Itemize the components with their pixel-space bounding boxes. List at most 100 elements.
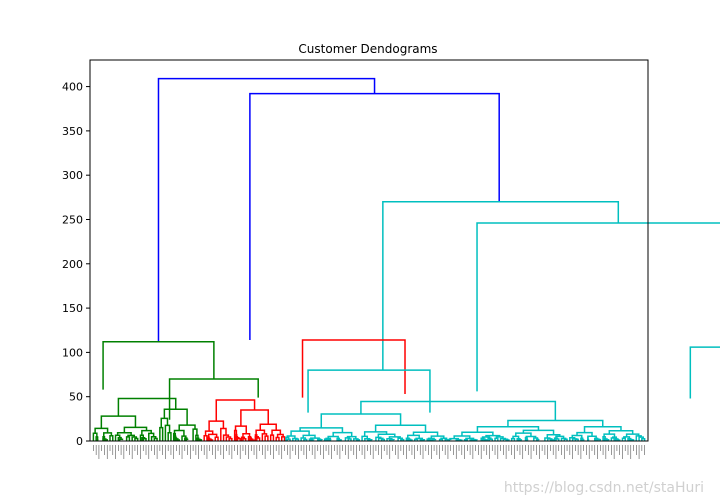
dendrogram-link: [184, 437, 188, 441]
dendrogram-link: [510, 437, 516, 441]
dendrogram-link: [249, 92, 500, 340]
dendrogram-link: [307, 369, 431, 413]
dendrogram-link: [264, 435, 269, 441]
y-tick-label: 200: [62, 258, 83, 271]
dendrogram-link: [203, 434, 208, 441]
dendrogram-link: [292, 437, 298, 441]
dendrogram-link: [638, 436, 644, 441]
dendrogram-link: [480, 437, 485, 441]
dendrogram-link: [242, 438, 247, 441]
dendrogram-link: [507, 419, 604, 427]
dendrogram-link: [280, 436, 286, 441]
dendrogram-link: [587, 435, 597, 439]
y-tick-label: 0: [76, 435, 83, 448]
dendrogram-links: [92, 77, 720, 441]
dendrogram-link: [583, 426, 622, 433]
dendrogram-link: [117, 397, 177, 417]
dendrogram-link: [254, 434, 258, 441]
dendrogram-link: [571, 438, 578, 441]
dendrogram-link: [465, 437, 475, 440]
y-tick-label: 400: [62, 81, 83, 94]
dendrogram-link: [220, 427, 227, 441]
dendrogram-link: [544, 437, 551, 441]
dendrogram-link: [290, 430, 310, 437]
dendrogram-link: [196, 437, 200, 441]
dendrogram-link: [240, 436, 246, 441]
dendrogram-link: [488, 438, 494, 441]
dendrogram-link: [164, 424, 171, 441]
dendrogram-link: [228, 437, 233, 441]
dendrogram-link: [407, 438, 412, 441]
y-tick-label: 300: [62, 169, 83, 182]
y-tick-label: 150: [62, 302, 83, 315]
dendrogram-link: [172, 432, 177, 441]
y-tick-label: 350: [62, 125, 83, 138]
dendrogram-link: [344, 437, 351, 441]
dendrogram-link: [271, 429, 282, 436]
dendrogram-link: [247, 436, 252, 441]
dendrogram-link: [603, 433, 616, 438]
dendrogram-link: [612, 436, 617, 439]
dendrogram-link: [336, 437, 340, 441]
dendrogram-link: [301, 339, 406, 398]
dendrogram-link: [300, 437, 307, 441]
chart-title: Customer Dendograms: [298, 42, 437, 56]
dendrogram-link: [167, 431, 172, 441]
dendrogram-link: [160, 417, 169, 428]
dendrogram-link: [215, 399, 256, 422]
dendrogram-link: [116, 432, 132, 436]
dendrogram-link: [103, 439, 108, 441]
leaf-labels: [93, 445, 645, 459]
dendrogram-link: [235, 433, 238, 441]
dendrogram-link: [310, 437, 320, 440]
dendrogram-link: [571, 434, 583, 439]
dendrogram-link: [517, 439, 523, 441]
dendrogram-link: [382, 201, 620, 371]
dendrogram-link: [208, 420, 225, 432]
dendrogram-link: [302, 434, 316, 439]
dendrogram-link: [374, 424, 427, 433]
dendrogram-link: [546, 434, 561, 438]
dendrogram-link: [332, 431, 353, 437]
y-axis: 0 50 100 150 200 250 300 350 400: [62, 81, 90, 448]
dendrogram-link: [487, 437, 492, 441]
dendrogram-link: [242, 433, 251, 438]
dendrogram-link: [377, 437, 384, 441]
dendrogram-link: [259, 423, 277, 431]
dendrogram-link: [400, 438, 405, 441]
dendrogram-link: [207, 433, 218, 438]
dendrogram-link: [563, 438, 568, 441]
dendrogram-link: [109, 434, 114, 441]
dendrogram-link: [380, 438, 385, 441]
dendrogram-link: [495, 436, 504, 439]
dendrogram-link: [317, 438, 322, 441]
dendrogram-link: [178, 424, 196, 431]
dendrogram-link: [419, 438, 426, 441]
dendrogram-link: [499, 437, 507, 441]
dendrogram-link: [364, 438, 371, 441]
dendrogram-link: [346, 435, 357, 439]
dendrogram-link: [269, 434, 275, 441]
dendrogram-link: [481, 436, 491, 439]
dendrogram-link: [360, 400, 557, 421]
dendrogram-link: [123, 426, 148, 433]
dendrogram-link: [361, 435, 369, 441]
dendrogram-link: [234, 425, 248, 434]
dendrogram-link: [602, 436, 606, 441]
dendrogram-link: [303, 438, 308, 441]
plot-frame: [89, 59, 649, 442]
dendrogram-link: [535, 438, 540, 441]
dendrogram-link: [635, 435, 642, 441]
dendrogram-link: [476, 222, 720, 392]
dendrogram-link: [100, 415, 137, 429]
dendrogram-link: [476, 425, 540, 433]
dendrogram-link: [427, 437, 435, 440]
dendrogram-link: [150, 435, 157, 441]
y-tick-label: 250: [62, 213, 83, 226]
dendrogram-link: [325, 437, 332, 440]
y-tick-label: 100: [62, 346, 83, 359]
dendrogram-link: [430, 435, 445, 439]
dendrogram-link: [444, 438, 449, 441]
dendrogram-link: [569, 436, 576, 441]
